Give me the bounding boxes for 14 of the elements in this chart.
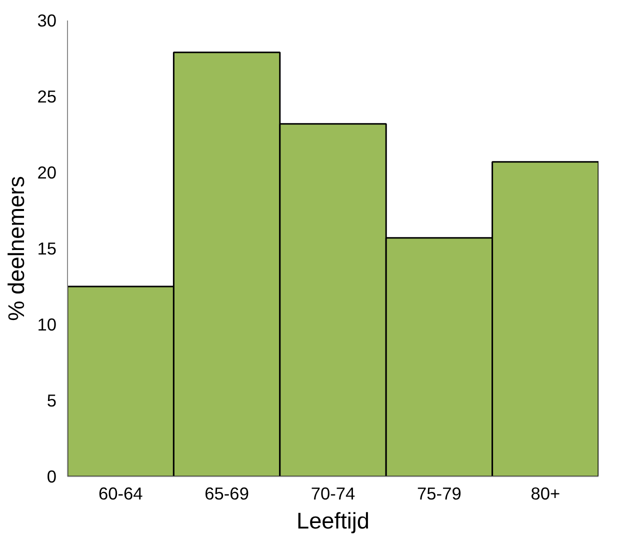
x-tick-label: 65-69 [204, 484, 249, 504]
x-tick-label: 60-64 [98, 484, 144, 504]
y-tick-label: 15 [37, 238, 57, 258]
x-axis-title: Leeftijd [296, 508, 370, 534]
y-tick-label: 5 [46, 390, 57, 410]
y-tick-label: 20 [37, 162, 57, 182]
y-tick-label: 25 [37, 86, 57, 106]
x-tick-label: 75-79 [417, 484, 462, 504]
y-tick-label: 10 [37, 314, 57, 334]
x-tick-label: 70-74 [310, 484, 356, 504]
y-tick-label: 0 [46, 466, 57, 486]
y-tick-label: 30 [37, 10, 57, 30]
y-axis-title: % deelnemers [3, 176, 30, 321]
x-tick-label: 80+ [530, 484, 560, 504]
